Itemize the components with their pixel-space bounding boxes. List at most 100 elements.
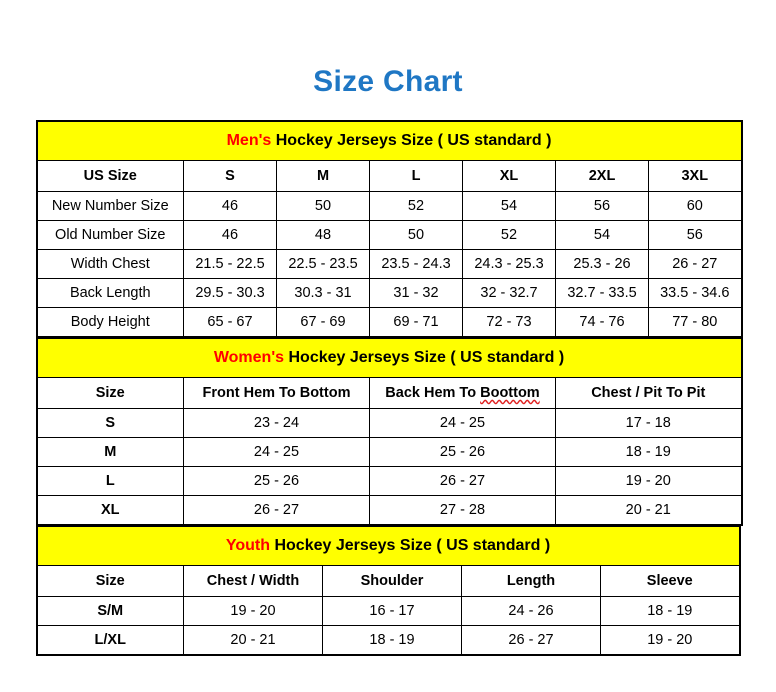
mens-col-header: XL (462, 160, 556, 192)
size-chart-container: Men's Hockey Jerseys Size ( US standard … (35, 120, 743, 656)
youth-col-header: Sleeve (599, 565, 741, 597)
table-cell: 52 (462, 220, 556, 250)
womens-col-header: Chest / Pit To Pit (554, 377, 743, 409)
row-label: M (36, 437, 184, 467)
table-cell: 16 - 17 (322, 596, 462, 626)
womens-header-row: Size Front Hem To Bottom Back Hem To Boo… (36, 377, 743, 409)
table-row: Old Number Size 46 48 50 52 54 56 (36, 220, 743, 250)
womens-section-banner: Women's Hockey Jerseys Size ( US standar… (35, 338, 743, 378)
table-cell: 18 - 19 (599, 596, 741, 626)
table-cell: 60 (647, 191, 743, 221)
row-label: New Number Size (36, 191, 184, 221)
table-cell: 24 - 25 (369, 408, 556, 438)
table-cell: 24 - 25 (183, 437, 370, 467)
table-cell: 22.5 - 23.5 (276, 249, 370, 279)
table-cell: 18 - 19 (554, 437, 743, 467)
table-cell: 25 - 26 (183, 466, 370, 496)
table-cell: 77 - 80 (647, 307, 743, 338)
table-cell: 31 - 32 (369, 278, 463, 308)
table-row: S 23 - 24 24 - 25 17 - 18 (36, 408, 743, 438)
row-label: Body Height (36, 307, 184, 338)
table-row: S/M 19 - 20 16 - 17 24 - 26 18 - 19 (36, 596, 741, 626)
table-cell: 56 (647, 220, 743, 250)
womens-col-header: Size (36, 377, 184, 409)
row-label: L (36, 466, 184, 496)
table-row: L 25 - 26 26 - 27 19 - 20 (36, 466, 743, 496)
youth-col-header: Chest / Width (183, 565, 323, 597)
table-row: Body Height 65 - 67 67 - 69 69 - 71 72 -… (36, 307, 743, 338)
table-cell: 67 - 69 (276, 307, 370, 338)
table-row: Back Length 29.5 - 30.3 30.3 - 31 31 - 3… (36, 278, 743, 308)
table-cell: 17 - 18 (554, 408, 743, 438)
mens-banner-accent: Men's (226, 132, 272, 149)
row-label: L/XL (36, 625, 184, 656)
row-label: S (36, 408, 184, 438)
table-row: New Number Size 46 50 52 54 56 60 (36, 191, 743, 221)
table-row: L/XL 20 - 21 18 - 19 26 - 27 19 - 20 (36, 625, 741, 656)
womens-col-header: Back Hem To Boottom (369, 377, 556, 409)
table-cell: 19 - 20 (554, 466, 743, 496)
youth-banner-accent: Youth (225, 537, 271, 554)
table-cell: 19 - 20 (599, 625, 741, 656)
table-cell: 54 (462, 191, 556, 221)
youth-banner-cell: Youth Hockey Jerseys Size ( US standard … (35, 526, 741, 566)
youth-col-header: Size (36, 565, 184, 597)
table-cell: 26 - 27 (461, 625, 601, 656)
table-cell: 33.5 - 34.6 (647, 278, 743, 308)
mens-size-table: Men's Hockey Jerseys Size ( US standard … (35, 120, 743, 338)
mens-banner-cell: Men's Hockey Jerseys Size ( US standard … (35, 120, 743, 161)
table-cell: 46 (183, 191, 277, 221)
table-cell: 30.3 - 31 (276, 278, 370, 308)
table-cell: 65 - 67 (183, 307, 277, 338)
table-cell: 46 (183, 220, 277, 250)
womens-banner-rest: Hockey Jerseys Size ( US standard ) (288, 349, 565, 366)
table-cell: 23 - 24 (183, 408, 370, 438)
womens-col-header-misspelled: Boottom (480, 385, 540, 401)
table-cell: 29.5 - 30.3 (183, 278, 277, 308)
mens-banner-rest: Hockey Jerseys Size ( US standard ) (275, 132, 552, 149)
page-title: Size Chart (313, 65, 463, 98)
row-label: Old Number Size (36, 220, 184, 250)
womens-col-header-text: Back Hem To (385, 385, 481, 401)
youth-size-table: Youth Hockey Jerseys Size ( US standard … (35, 526, 741, 656)
table-row: M 24 - 25 25 - 26 18 - 19 (36, 437, 743, 467)
table-cell: 25.3 - 26 (555, 249, 649, 279)
table-cell: 72 - 73 (462, 307, 556, 338)
womens-banner-accent: Women's (213, 349, 285, 366)
table-cell: 26 - 27 (647, 249, 743, 279)
youth-header-row: Size Chest / Width Shoulder Length Sleev… (36, 565, 741, 597)
row-label: XL (36, 495, 184, 526)
table-cell: 69 - 71 (369, 307, 463, 338)
mens-col-header: 2XL (555, 160, 649, 192)
row-label: Back Length (36, 278, 184, 308)
table-cell: 54 (555, 220, 649, 250)
table-cell: 23.5 - 24.3 (369, 249, 463, 279)
table-cell: 50 (276, 191, 370, 221)
youth-col-header: Shoulder (322, 565, 462, 597)
mens-col-header: L (369, 160, 463, 192)
table-row: Width Chest 21.5 - 22.5 22.5 - 23.5 23.5… (36, 249, 743, 279)
table-cell: 18 - 19 (322, 625, 462, 656)
table-cell: 32 - 32.7 (462, 278, 556, 308)
table-cell: 50 (369, 220, 463, 250)
mens-col-header: US Size (36, 160, 184, 192)
womens-col-header: Front Hem To Bottom (183, 377, 370, 409)
table-cell: 24.3 - 25.3 (462, 249, 556, 279)
table-cell: 26 - 27 (183, 495, 370, 526)
table-cell: 25 - 26 (369, 437, 556, 467)
table-cell: 24 - 26 (461, 596, 601, 626)
row-label: Width Chest (36, 249, 184, 279)
table-cell: 20 - 21 (183, 625, 323, 656)
table-cell: 19 - 20 (183, 596, 323, 626)
row-label: S/M (36, 596, 184, 626)
table-row: XL 26 - 27 27 - 28 20 - 21 (36, 495, 743, 526)
womens-size-table: Women's Hockey Jerseys Size ( US standar… (35, 338, 743, 526)
youth-col-header: Length (461, 565, 601, 597)
table-cell: 56 (555, 191, 649, 221)
table-cell: 48 (276, 220, 370, 250)
table-cell: 52 (369, 191, 463, 221)
youth-banner-rest: Hockey Jerseys Size ( US standard ) (274, 537, 551, 554)
youth-section-banner: Youth Hockey Jerseys Size ( US standard … (35, 526, 741, 566)
table-cell: 26 - 27 (369, 466, 556, 496)
mens-col-header: S (183, 160, 277, 192)
